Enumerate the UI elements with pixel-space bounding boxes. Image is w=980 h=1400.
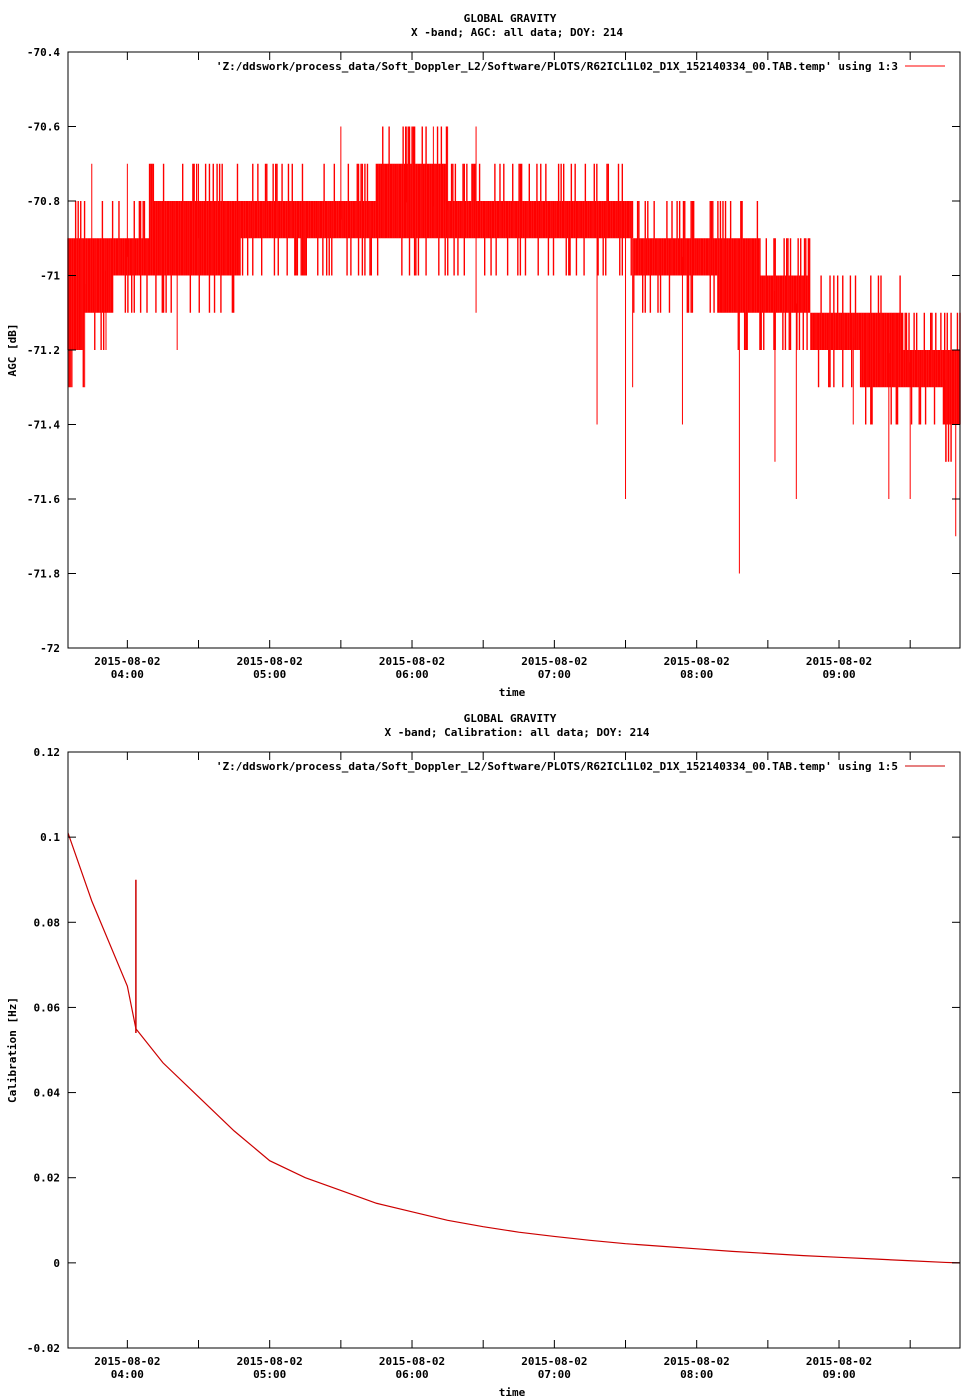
agc-x-tick-date: 2015-08-02 [664,655,730,668]
calibration-x-tick-time: 04:00 [111,1368,144,1381]
calibration-y-tick-label: 0.04 [34,1087,61,1100]
calibration-x-tick-date: 2015-08-02 [806,1355,872,1368]
agc-x-tick-time: 06:00 [395,668,428,681]
calibration-x-tick-time: 09:00 [822,1368,855,1381]
agc-y-tick-label: -70.6 [27,121,60,134]
calibration-axes: 0.120.10.080.060.040.020-0.022015-08-020… [27,746,960,1381]
calibration-x-tick-date: 2015-08-02 [664,1355,730,1368]
calibration-data-layer [67,832,961,1264]
calibration-x-tick-time: 08:00 [680,1368,713,1381]
calibration-y-tick-label: -0.02 [27,1342,60,1355]
calibration-legend-label: 'Z:/ddswork/process_data/Soft_Doppler_L2… [216,760,898,773]
calibration-x-tick-time: 05:00 [253,1368,286,1381]
calibration-chart: GLOBAL GRAVITY X -band; Calibration: all… [6,712,961,1399]
agc-y-tick-label: -70.8 [27,195,60,208]
calibration-x-tick-date: 2015-08-02 [379,1355,445,1368]
calibration-y-tick-label: 0.08 [34,916,61,929]
agc-chart-subtitle: X -band; AGC: all data; DOY: 214 [411,26,623,39]
calibration-y-axis-label: Calibration [Hz] [6,997,19,1103]
agc-legend-label: 'Z:/ddswork/process_data/Soft_Doppler_L2… [216,60,898,73]
agc-chart-title: GLOBAL GRAVITY [464,12,557,25]
agc-x-tick-time: 05:00 [253,668,286,681]
calibration-x-tick-date: 2015-08-02 [94,1355,160,1368]
agc-data-layer [67,126,961,574]
agc-x-tick-time: 09:00 [822,668,855,681]
agc-x-tick-time: 07:00 [538,668,571,681]
calibration-chart-title: GLOBAL GRAVITY [464,712,557,725]
agc-x-tick-time: 04:00 [111,668,144,681]
agc-axes: -70.4 -70.6 -70.8 -71 -71.2 -71.4 -71.6 -71.8 -7… [27,46,960,681]
agc-y-tick-label: -71.6 [27,493,60,506]
agc-y-tick-label: -71.8 [27,568,60,581]
calibration-y-tick-label: 0.12 [34,746,61,759]
agc-x-tick-date: 2015-08-02 [94,655,160,668]
agc-x-tick-date: 2015-08-02 [379,655,445,668]
calibration-x-axis-label: time [499,1386,526,1399]
agc-y-axis-label: AGC [dB] [6,324,19,377]
agc-x-tick-date: 2015-08-02 [806,655,872,668]
agc-y-tick-label: -71.4 [27,419,60,432]
agc-y-tick-label: -71 [40,270,60,283]
agc-x-tick-date: 2015-08-02 [237,655,303,668]
agc-x-tick-time: 08:00 [680,668,713,681]
agc-y-tick-label: -72 [40,642,60,655]
calibration-data-line [67,832,961,1264]
calibration-x-tick-time: 07:00 [538,1368,571,1381]
calibration-y-tick-label: 0.06 [34,1001,61,1014]
calibration-x-tick-date: 2015-08-02 [521,1355,587,1368]
calibration-chart-subtitle: X -band; Calibration: all data; DOY: 214 [385,726,650,739]
calibration-y-tick-label: 0.02 [34,1172,61,1185]
calibration-plot-frame [67,751,961,1349]
calibration-y-tick-label: 0.1 [40,831,60,844]
calibration-x-tick-time: 06:00 [395,1368,428,1381]
agc-x-axis-label: time [499,686,526,699]
agc-x-tick-date: 2015-08-02 [521,655,587,668]
calibration-x-tick-date: 2015-08-02 [237,1355,303,1368]
calibration-y-tick-label: 0 [53,1257,60,1270]
agc-y-tick-label: -70.4 [27,46,60,59]
agc-chart: GLOBAL GRAVITY X -band; AGC: all data; D… [6,12,961,699]
agc-y-tick-label: -71.2 [27,344,60,357]
